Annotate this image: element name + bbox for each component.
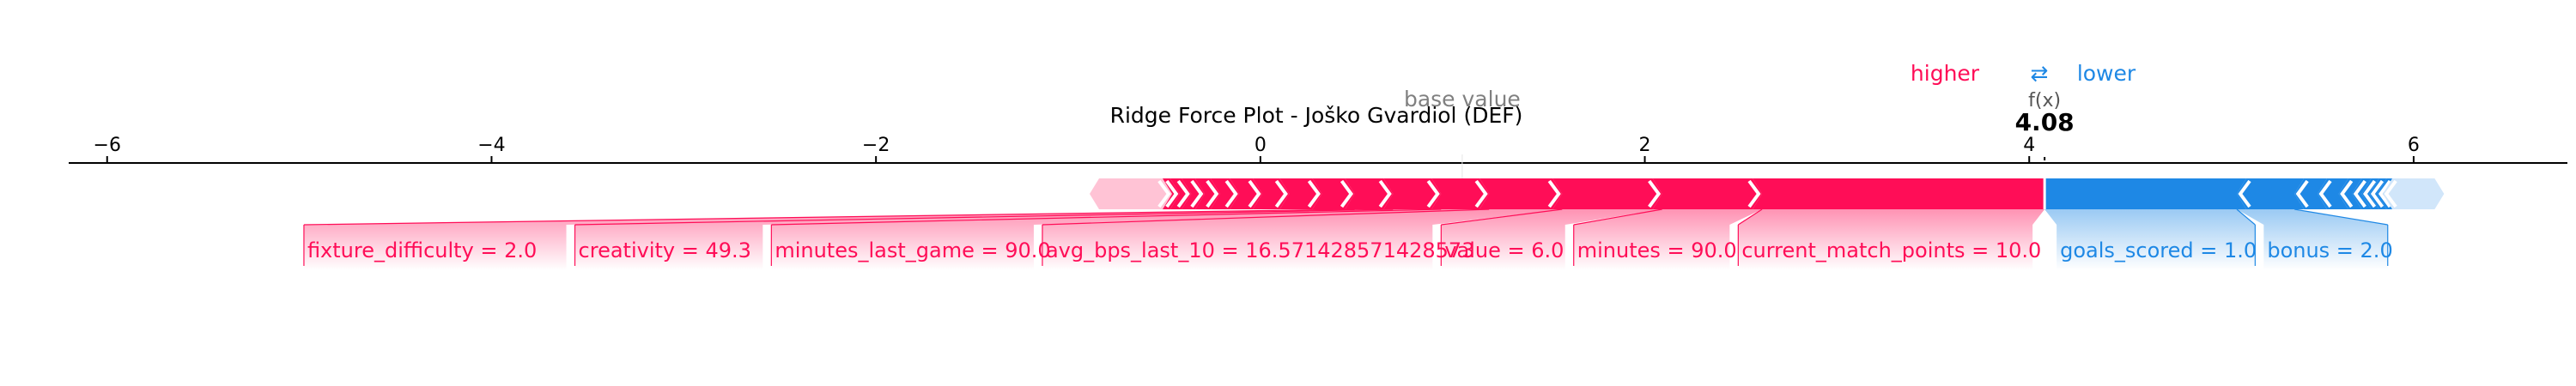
- force-bar-separator: [2378, 179, 2392, 208]
- label-leader-line: [574, 208, 1394, 226]
- label-leader-line: [2294, 208, 2388, 226]
- force-bar-positive: [1090, 178, 1172, 209]
- fx-label: f(x): [2028, 90, 2061, 112]
- label-leader-line: [771, 208, 1442, 226]
- label-leader-line: [2236, 208, 2256, 226]
- force-bar-separator: [2370, 179, 2385, 208]
- force-bar-separator: [1474, 179, 1488, 208]
- force-bar-separator: [2318, 179, 2332, 208]
- force-bar-separator: [2384, 179, 2397, 208]
- x-tick-label: −2: [862, 135, 890, 156]
- x-tick-label: 4: [2023, 135, 2035, 156]
- force-bar-negative: [2044, 178, 2246, 209]
- x-tick-label: −4: [477, 135, 505, 156]
- legend-arrow-icon: ⇄: [2031, 61, 2049, 86]
- force-bar-positive: [1652, 178, 1763, 209]
- force-bar-separator: [1206, 179, 1219, 208]
- force-bar-separator: [1648, 179, 1662, 208]
- x-axis: −6 −4 −2 0 2 4 6: [69, 135, 2567, 178]
- label-leader-line: [1441, 208, 1563, 226]
- label-leader-line: [303, 208, 1355, 226]
- force-bar-separator: [1224, 179, 1238, 208]
- label-link-region: [1573, 209, 1763, 270]
- label-leader-line: [1738, 208, 1763, 226]
- force-bar-separator: [1165, 179, 1179, 208]
- label-link-region: [303, 209, 1394, 270]
- force-bar-negative: [2352, 178, 2372, 209]
- force-bar-separator: [1378, 179, 1392, 208]
- force-bar-positive: [1345, 178, 1394, 209]
- force-bar-negative: [2383, 178, 2445, 209]
- force-bar-separator: [1157, 179, 1171, 208]
- force-bar-negative: [2338, 178, 2362, 209]
- force-bar-separator: [1176, 179, 1190, 208]
- force-bar-separator: [1274, 179, 1288, 208]
- x-tick-label: 0: [1255, 135, 1267, 156]
- force-bar-separator: [2362, 179, 2377, 208]
- feature-label: goals_scored = 1.0: [2060, 238, 2257, 262]
- x-tick-label: −6: [94, 135, 121, 156]
- label-link-region: [2044, 209, 2256, 270]
- feature-label: creativity = 49.3: [579, 238, 751, 262]
- force-bar-positive: [1753, 178, 2045, 209]
- force-bar-separator: [1190, 179, 1204, 208]
- x-tick-label: 2: [1639, 135, 1651, 156]
- x-tick-label: 6: [2408, 135, 2420, 156]
- label-link-region: [1042, 209, 1563, 270]
- legend-lower: lower: [2077, 61, 2136, 86]
- force-bar-positive: [1383, 178, 1442, 209]
- label-link-region: [2236, 209, 2388, 270]
- force-bar-separator: [2353, 179, 2366, 208]
- force-bar-separator: [1747, 179, 1761, 208]
- feature-label: avg_bps_last_10 = 16.571428571428573: [1046, 238, 1475, 262]
- feature-label: bonus = 2.0: [2267, 238, 2392, 262]
- label-leader-line: [1042, 208, 1490, 226]
- feature-label: value = 6.0: [1444, 238, 1564, 262]
- force-bar-positive: [1194, 178, 1220, 209]
- label-leader-line: [1573, 208, 1662, 226]
- label-link-regions: [303, 208, 2389, 270]
- force-bar-positive: [1182, 178, 1205, 209]
- force-bar-separator: [1307, 179, 1321, 208]
- force-bars: [1090, 178, 2445, 209]
- label-link-region: [574, 209, 1442, 270]
- feature-label: minutes = 90.0: [1577, 238, 1737, 262]
- label-link-region: [1441, 209, 1662, 270]
- label-link-region: [1738, 209, 2045, 270]
- force-bar-positive: [1431, 178, 1490, 209]
- force-bar-positive: [1170, 178, 1192, 209]
- force-bar-separator: [2238, 179, 2251, 208]
- force-bar-separator: [1426, 179, 1440, 208]
- fx-value: 4.08: [2015, 108, 2075, 136]
- force-bar-separator: [1547, 179, 1561, 208]
- force-bar-separator: [2340, 179, 2354, 208]
- base-value-label: base value: [1404, 87, 1521, 112]
- legend-higher: higher: [1911, 61, 1980, 86]
- feature-label: current_match_points = 10.0: [1741, 238, 2041, 262]
- force-bar-positive: [1552, 178, 1662, 209]
- label-link-region: [771, 209, 1490, 270]
- feature-label: minutes_last_game = 90.0: [775, 238, 1050, 262]
- force-bar-separator: [1248, 179, 1261, 208]
- chart-title: Ridge Force Plot - Joško Gvardiol (DEF): [1110, 103, 1523, 128]
- force-bar-separator: [1340, 179, 1354, 208]
- force-bar-negative: [2236, 178, 2305, 209]
- feature-label: fixture_difficulty = 2.0: [307, 238, 537, 262]
- force-bar-positive: [1479, 178, 1563, 209]
- force-bar-separator: [2295, 179, 2309, 208]
